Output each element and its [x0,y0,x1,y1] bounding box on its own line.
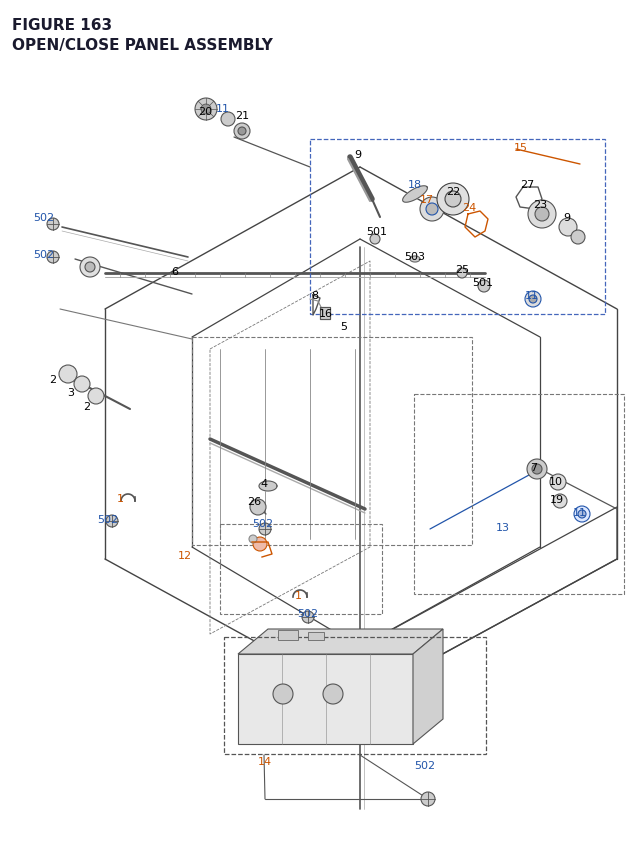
Circle shape [234,124,250,139]
Polygon shape [410,257,420,263]
Text: 502: 502 [415,760,436,770]
Circle shape [370,235,380,245]
Text: 15: 15 [514,143,528,152]
Bar [192,338,472,545]
Circle shape [527,460,547,480]
Text: 12: 12 [178,550,192,561]
Text: 502: 502 [33,213,54,223]
Circle shape [238,127,246,136]
Circle shape [525,292,541,307]
Text: 501: 501 [367,226,387,237]
Text: 502: 502 [298,608,319,618]
Circle shape [74,376,90,393]
Polygon shape [238,629,443,654]
Text: 16: 16 [319,308,333,319]
Circle shape [47,219,59,231]
Bar [310,139,605,314]
Circle shape [478,281,490,293]
Polygon shape [259,481,277,492]
Circle shape [85,263,95,273]
Bar [220,524,382,614]
Circle shape [445,192,461,208]
Text: FIGURE 163: FIGURE 163 [12,18,112,33]
Text: 27: 27 [520,180,534,189]
Circle shape [559,219,577,237]
Circle shape [249,536,257,543]
Circle shape [59,366,77,383]
Text: 17: 17 [420,195,434,205]
Bar [308,632,324,641]
Circle shape [574,506,590,523]
Text: 13: 13 [496,523,510,532]
Text: 20: 20 [198,107,212,117]
Polygon shape [403,187,428,203]
Text: 18: 18 [408,180,422,189]
Text: 2: 2 [49,375,56,385]
Text: 6: 6 [172,267,179,276]
Text: 502: 502 [252,518,273,529]
Text: 1: 1 [116,493,124,504]
Circle shape [259,523,271,536]
Text: 2: 2 [83,401,91,412]
Circle shape [253,537,267,551]
Bar [224,637,486,754]
Text: 11: 11 [216,104,230,114]
Text: 24: 24 [462,202,476,213]
Circle shape [250,499,266,516]
Text: 22: 22 [446,187,460,197]
Text: OPEN/CLOSE PANEL ASSEMBLY: OPEN/CLOSE PANEL ASSEMBLY [12,38,273,53]
Text: 26: 26 [247,497,261,506]
Bar [414,394,624,594]
Circle shape [529,295,537,304]
Circle shape [578,511,586,518]
Polygon shape [238,654,413,744]
Text: 9: 9 [563,213,571,223]
Circle shape [201,105,211,115]
Circle shape [80,257,100,278]
Text: 19: 19 [550,494,564,505]
Text: 10: 10 [549,476,563,486]
Bar [278,630,298,641]
Circle shape [323,684,343,704]
Circle shape [437,183,469,216]
Text: 9: 9 [355,150,362,160]
Circle shape [421,792,435,806]
Text: 501: 501 [472,278,493,288]
Text: 14: 14 [258,756,272,766]
Text: 11: 11 [525,291,539,300]
Text: 503: 503 [404,251,426,262]
Circle shape [426,204,438,216]
Circle shape [550,474,566,491]
Polygon shape [413,629,443,744]
Circle shape [532,464,542,474]
Circle shape [553,494,567,508]
Text: 25: 25 [455,264,469,275]
Text: 5: 5 [340,322,348,331]
Text: 4: 4 [260,479,268,488]
Circle shape [195,99,217,121]
Text: 23: 23 [533,200,547,210]
Circle shape [528,201,556,229]
Text: 11: 11 [573,507,587,517]
Circle shape [571,231,585,245]
Circle shape [457,269,467,279]
Circle shape [273,684,293,704]
Circle shape [221,113,235,127]
Polygon shape [320,307,330,319]
Text: 502: 502 [33,250,54,260]
Circle shape [420,198,444,222]
Circle shape [47,251,59,263]
Text: 3: 3 [67,387,74,398]
Text: 8: 8 [312,291,319,300]
Text: 502: 502 [97,514,118,524]
Circle shape [535,208,549,222]
Text: 21: 21 [235,111,249,121]
Text: 7: 7 [531,462,538,473]
Circle shape [106,516,118,528]
Text: 1: 1 [294,591,301,600]
Circle shape [302,611,314,623]
Circle shape [88,388,104,405]
